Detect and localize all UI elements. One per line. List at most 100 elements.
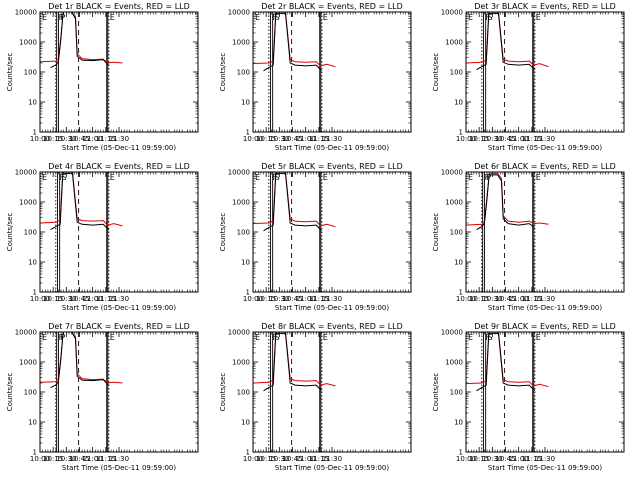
x-tick-label: 11:30	[322, 295, 342, 303]
start-marker-label: E	[468, 333, 473, 342]
interval-marker-label: E	[536, 13, 541, 22]
x-tick-label: 10:45	[69, 135, 89, 143]
y-axis-title: Counts/sec	[6, 53, 14, 92]
panel-title: Det 4r BLACK = Events, RED = LLD	[48, 162, 190, 171]
y-tick-label: 10	[28, 419, 37, 427]
x-tick-label: 11:30	[535, 455, 555, 463]
interval-marker-label: F	[59, 333, 64, 342]
plot-frame	[252, 331, 412, 453]
y-tick-label: 10000	[228, 169, 250, 177]
y-tick-label: 10	[241, 259, 250, 267]
x-axis-title: Start Time (05-Dec-11 09:59:00)	[488, 464, 602, 472]
y-tick-label: 1	[33, 129, 37, 137]
x-tick-label: 10:15	[469, 455, 489, 463]
x-tick-label: 10:00	[243, 295, 263, 303]
x-tick-label: 10:15	[469, 295, 489, 303]
events-series-line	[50, 332, 109, 389]
x-tick-label: 10:45	[282, 455, 302, 463]
y-tick-label: 1000	[232, 39, 250, 47]
x-tick-label: 10:15	[43, 135, 63, 143]
y-tick-label: 1	[246, 449, 250, 457]
chart-panel: Det 6r BLACK = Events, RED = LLD 1 10 100 10…	[432, 162, 625, 312]
interval-marker-label: E	[323, 173, 328, 182]
y-tick-label: 10	[241, 99, 250, 107]
x-tick-label: 10:15	[256, 455, 276, 463]
events-series-line	[263, 332, 322, 392]
panel-title: Det 5r BLACK = Events, RED = LLD	[261, 162, 403, 171]
x-tick-label: 11:00	[509, 295, 529, 303]
x-axis-title: Start Time (05-Dec-11 09:59:00)	[488, 304, 602, 312]
x-tick-label: 10:45	[69, 455, 89, 463]
y-tick-label: 1	[459, 129, 463, 137]
x-tick-label: 10:15	[256, 295, 276, 303]
x-tick-label: 11:00	[83, 295, 103, 303]
panel-title: Det 6r BLACK = Events, RED = LLD	[474, 162, 616, 171]
interval-marker-label: F	[59, 13, 64, 22]
y-tick-label: 10	[454, 419, 463, 427]
x-tick-label: 10:00	[456, 295, 476, 303]
x-axis-title: Start Time (05-Dec-11 09:59:00)	[62, 144, 176, 152]
y-axis-title: Counts/sec	[432, 213, 440, 252]
x-tick-label: 10:30	[269, 455, 289, 463]
y-tick-label: 10000	[228, 9, 250, 17]
x-tick-label: 10:15	[469, 135, 489, 143]
y-tick-label: 10000	[441, 329, 463, 337]
panel-title: Det 9r BLACK = Events, RED = LLD	[474, 322, 616, 331]
chart-panel: Det 9r BLACK = Events, RED = LLD 1 10 100 10…	[432, 322, 625, 472]
x-tick-label: 11:15	[96, 455, 116, 463]
x-tick-label: 11:00	[509, 455, 529, 463]
y-tick-label: 1	[246, 289, 250, 297]
y-tick-label: 1000	[445, 359, 463, 367]
y-axis-title: Counts/sec	[6, 213, 14, 252]
y-tick-label: 1000	[445, 39, 463, 47]
x-axis-title: Start Time (05-Dec-11 09:59:00)	[62, 304, 176, 312]
x-tick-label: 11:00	[83, 455, 103, 463]
x-tick-label: 10:45	[69, 295, 89, 303]
x-tick-label: 11:30	[535, 295, 555, 303]
x-tick-label: 11:30	[109, 455, 129, 463]
x-tick-label: 10:00	[30, 455, 50, 463]
events-series-line	[50, 172, 109, 231]
panel-title: Det 7r BLACK = Events, RED = LLD	[48, 322, 190, 331]
interval-marker-label: E	[536, 333, 541, 342]
interval-marker-label: E	[536, 173, 541, 182]
x-axis-title: Start Time (05-Dec-11 09:59:00)	[275, 144, 389, 152]
x-tick-label: 11:30	[109, 295, 129, 303]
y-tick-label: 10000	[15, 169, 37, 177]
y-tick-label: 10	[28, 259, 37, 267]
y-tick-label: 1000	[19, 39, 37, 47]
events-series-line	[476, 12, 535, 71]
y-tick-label: 100	[237, 229, 250, 237]
y-tick-label: 1000	[445, 199, 463, 207]
plot-frame	[465, 171, 625, 293]
x-tick-label: 10:45	[495, 135, 515, 143]
interval-marker-label: E	[110, 333, 115, 342]
plot-frame	[465, 331, 625, 453]
x-tick-label: 10:30	[482, 295, 502, 303]
y-tick-label: 10000	[15, 329, 37, 337]
y-tick-label: 100	[237, 389, 250, 397]
x-axis-title: Start Time (05-Dec-11 09:59:00)	[275, 304, 389, 312]
interval-marker-label: E	[323, 333, 328, 342]
x-tick-label: 11:00	[296, 135, 316, 143]
x-tick-label: 10:00	[456, 135, 476, 143]
x-tick-label: 11:15	[522, 135, 542, 143]
y-tick-label: 1000	[19, 359, 37, 367]
plot-frame	[39, 331, 199, 453]
y-tick-label: 100	[24, 229, 37, 237]
y-tick-label: 100	[450, 229, 463, 237]
x-tick-label: 11:15	[522, 455, 542, 463]
x-tick-label: 10:30	[482, 455, 502, 463]
events-series-line	[476, 174, 535, 231]
x-tick-label: 10:00	[30, 295, 50, 303]
start-marker-label: E	[42, 333, 47, 342]
x-tick-label: 11:30	[109, 135, 129, 143]
panel-title: Det 1r BLACK = Events, RED = LLD	[48, 2, 190, 11]
x-axis-title: Start Time (05-Dec-11 09:59:00)	[275, 464, 389, 472]
x-tick-label: 11:00	[83, 135, 103, 143]
y-tick-label: 1000	[232, 359, 250, 367]
y-axis-title: Counts/sec	[219, 373, 227, 412]
x-tick-label: 10:30	[56, 135, 76, 143]
events-series-line	[476, 332, 535, 392]
